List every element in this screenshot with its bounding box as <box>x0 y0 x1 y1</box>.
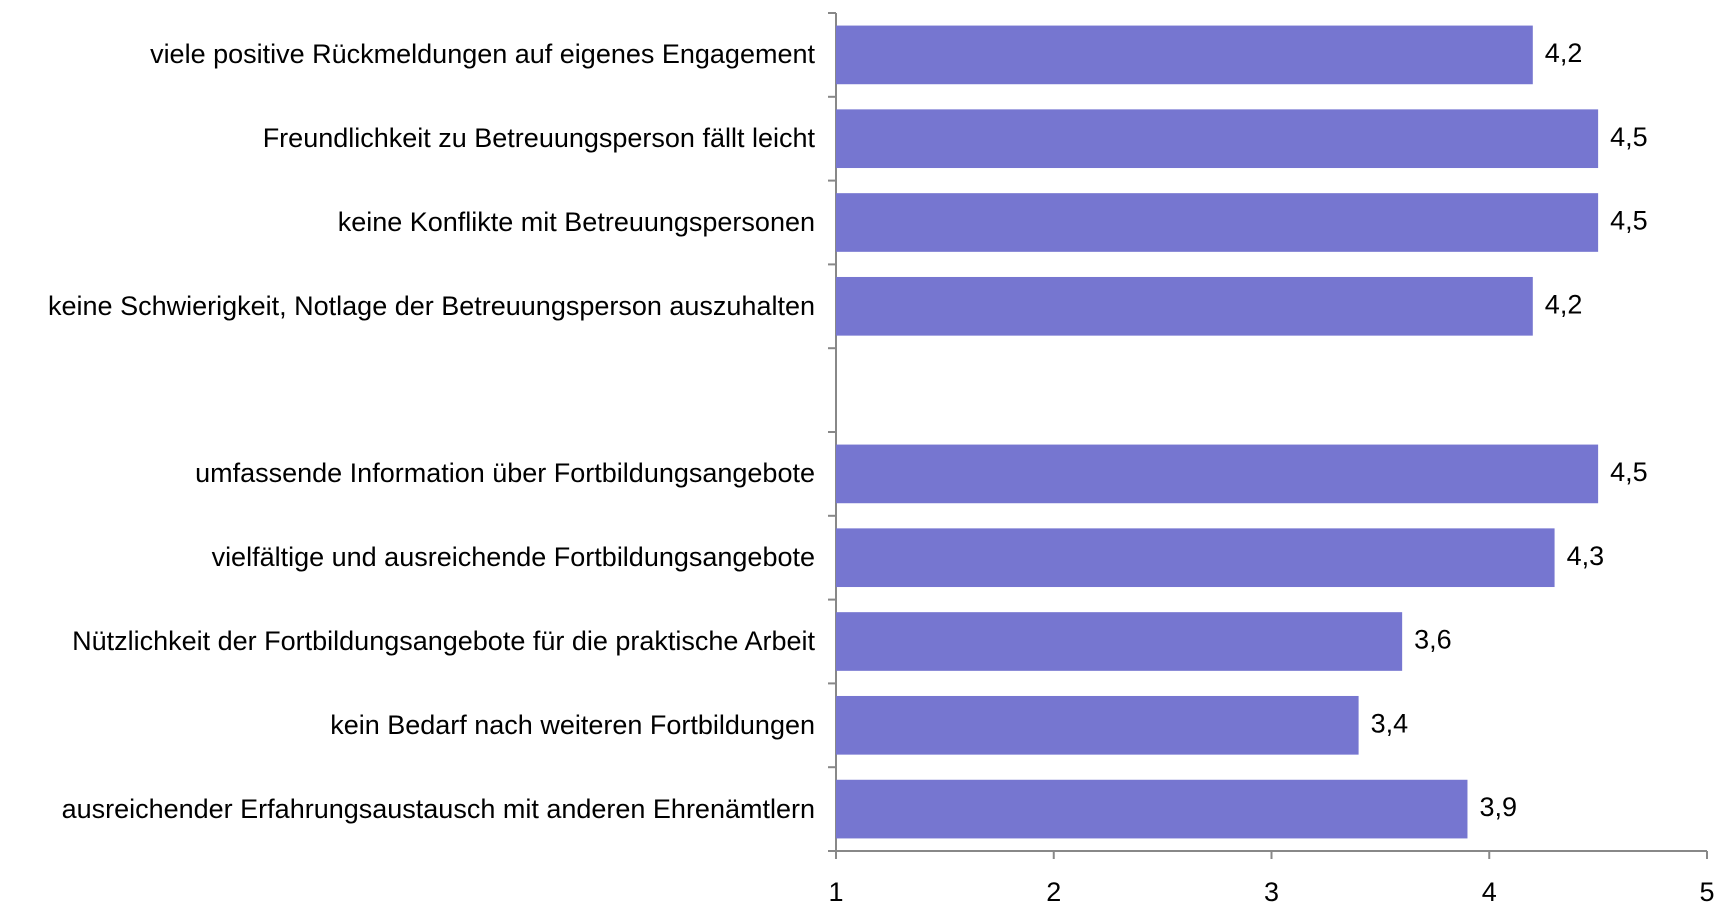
category-label: ausreichender Erfahrungsaustausch mit an… <box>61 793 815 824</box>
value-label: 4,3 <box>1567 541 1605 571</box>
category-label-box: umfassende Information über Fortbildungs… <box>0 432 815 516</box>
value-label: 3,9 <box>1479 792 1517 822</box>
x-tick-label: 5 <box>1699 877 1714 905</box>
value-label: 4,5 <box>1610 206 1648 236</box>
category-label: Freundlichkeit zu Betreuungsperson fällt… <box>262 123 815 154</box>
category-label: Nützlichkeit der Fortbildungsangebote fü… <box>72 625 815 656</box>
value-label: 4,2 <box>1545 289 1583 319</box>
x-tick-label: 3 <box>1264 877 1279 905</box>
category-label-box: viele positive Rückmeldungen auf eigenes… <box>0 13 815 97</box>
category-label: keine Schwierigkeit, Notlage der Betreuu… <box>48 290 815 321</box>
bar <box>836 193 1599 252</box>
bar <box>836 695 1359 755</box>
bar <box>836 276 1533 336</box>
category-label-box: keine Konflikte mit Betreuungspersonen <box>0 181 815 265</box>
category-label: kein Bedarf nach weiteren Fortbildungen <box>330 709 815 740</box>
value-label: 3,4 <box>1371 708 1409 738</box>
category-label-box: kein Bedarf nach weiteren Fortbildungen <box>0 683 815 767</box>
bar <box>836 528 1555 588</box>
category-label-box: Nützlichkeit der Fortbildungsangebote fü… <box>0 600 815 684</box>
x-tick-label: 4 <box>1482 877 1497 905</box>
bar <box>836 779 1468 839</box>
category-label-box: vielfältige und ausreichende Fortbildung… <box>0 516 815 600</box>
category-label: viele positive Rückmeldungen auf eigenes… <box>150 39 815 70</box>
category-label: keine Konflikte mit Betreuungspersonen <box>337 206 815 237</box>
category-label-box: keine Schwierigkeit, Notlage der Betreuu… <box>0 264 815 348</box>
value-label: 3,6 <box>1414 625 1452 655</box>
bar <box>836 612 1403 671</box>
value-label: 4,5 <box>1610 457 1648 487</box>
category-label-box: ausreichender Erfahrungsaustausch mit an… <box>0 767 815 851</box>
category-label: umfassende Information über Fortbildungs… <box>195 458 815 489</box>
x-tick-label: 1 <box>828 877 843 905</box>
value-label: 4,5 <box>1610 122 1648 152</box>
bar <box>836 444 1599 504</box>
bar <box>836 109 1599 169</box>
category-label: vielfältige und ausreichende Fortbildung… <box>211 542 815 573</box>
x-tick-label: 2 <box>1046 877 1061 905</box>
bar <box>836 25 1533 85</box>
category-label-box: Freundlichkeit zu Betreuungsperson fällt… <box>0 97 815 181</box>
value-label: 4,2 <box>1545 38 1583 68</box>
